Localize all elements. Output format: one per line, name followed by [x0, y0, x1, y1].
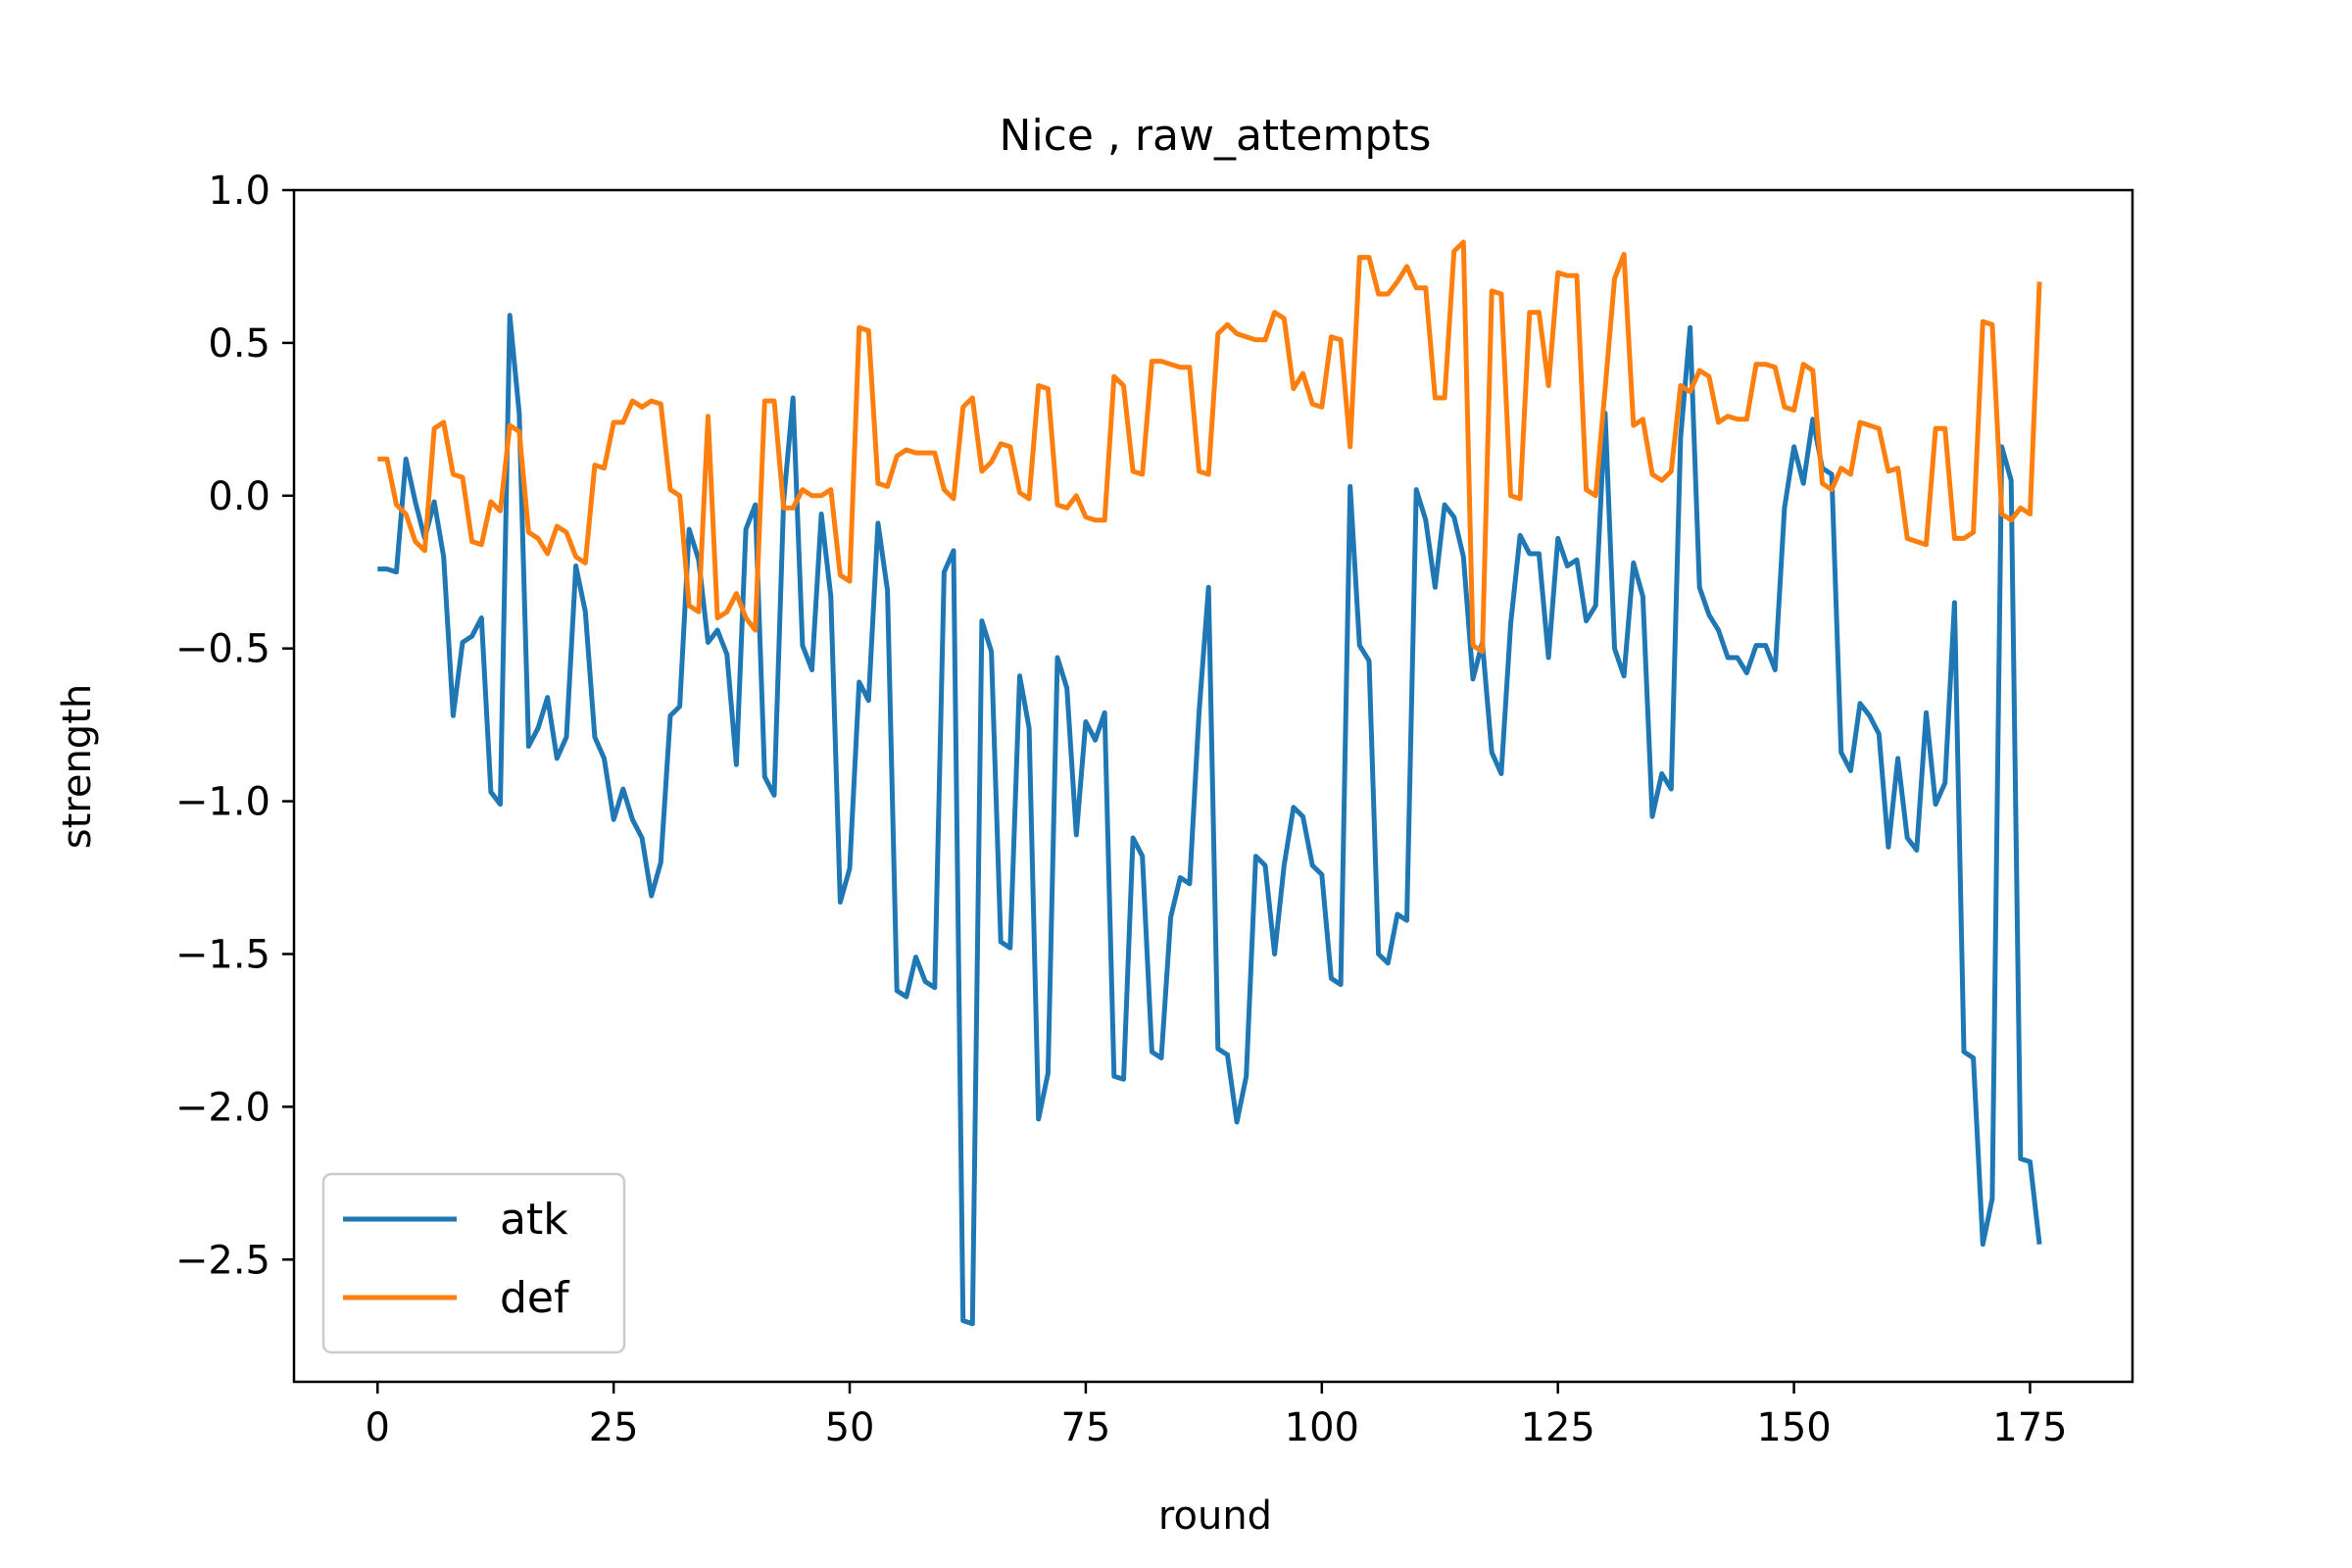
- x-tick-label: 0: [366, 1405, 390, 1450]
- y-tick-label: −2.0: [175, 1085, 270, 1130]
- y-tick-label: −2.5: [175, 1238, 270, 1283]
- x-tick-label: 125: [1521, 1405, 1595, 1450]
- x-axis-label: round: [1158, 1494, 1272, 1539]
- y-tick-label: 0.5: [208, 321, 270, 367]
- x-tick-label: 175: [1992, 1405, 2067, 1450]
- y-tick-label: 0.0: [208, 474, 270, 519]
- x-tick-label: 100: [1285, 1405, 1359, 1450]
- x-tick-label: 25: [589, 1405, 639, 1450]
- series-line-def: [377, 239, 2042, 655]
- x-axis-ticks: 0 25 50 75 100 125 150 175: [366, 1382, 2068, 1450]
- legend-label-def: def: [500, 1273, 570, 1323]
- legend-box: [321, 1172, 626, 1354]
- chart-title: Nice , raw_attempts: [1000, 111, 1432, 161]
- y-tick-label: 1.0: [208, 169, 270, 214]
- y-axis-ticks: 1.0 0.5 0.0 −0.5 −1.0 −1.5 −2.0 −2.5: [175, 169, 294, 1283]
- x-tick-label: 150: [1756, 1405, 1831, 1450]
- x-tick-label: 75: [1060, 1405, 1110, 1450]
- y-tick-label: −1.0: [175, 780, 270, 825]
- legend: atk def: [321, 1172, 626, 1354]
- plot-area: [292, 188, 2134, 1384]
- series-line-atk: [377, 313, 2042, 1327]
- axes-frame: [292, 188, 2134, 1384]
- y-tick-label: −1.5: [175, 932, 270, 977]
- series-layer: [377, 239, 2042, 1327]
- legend-label-atk: atk: [500, 1195, 568, 1245]
- y-axis-label: strength: [55, 684, 100, 849]
- x-tick-label: 50: [825, 1405, 875, 1450]
- y-tick-label: −0.5: [175, 627, 270, 672]
